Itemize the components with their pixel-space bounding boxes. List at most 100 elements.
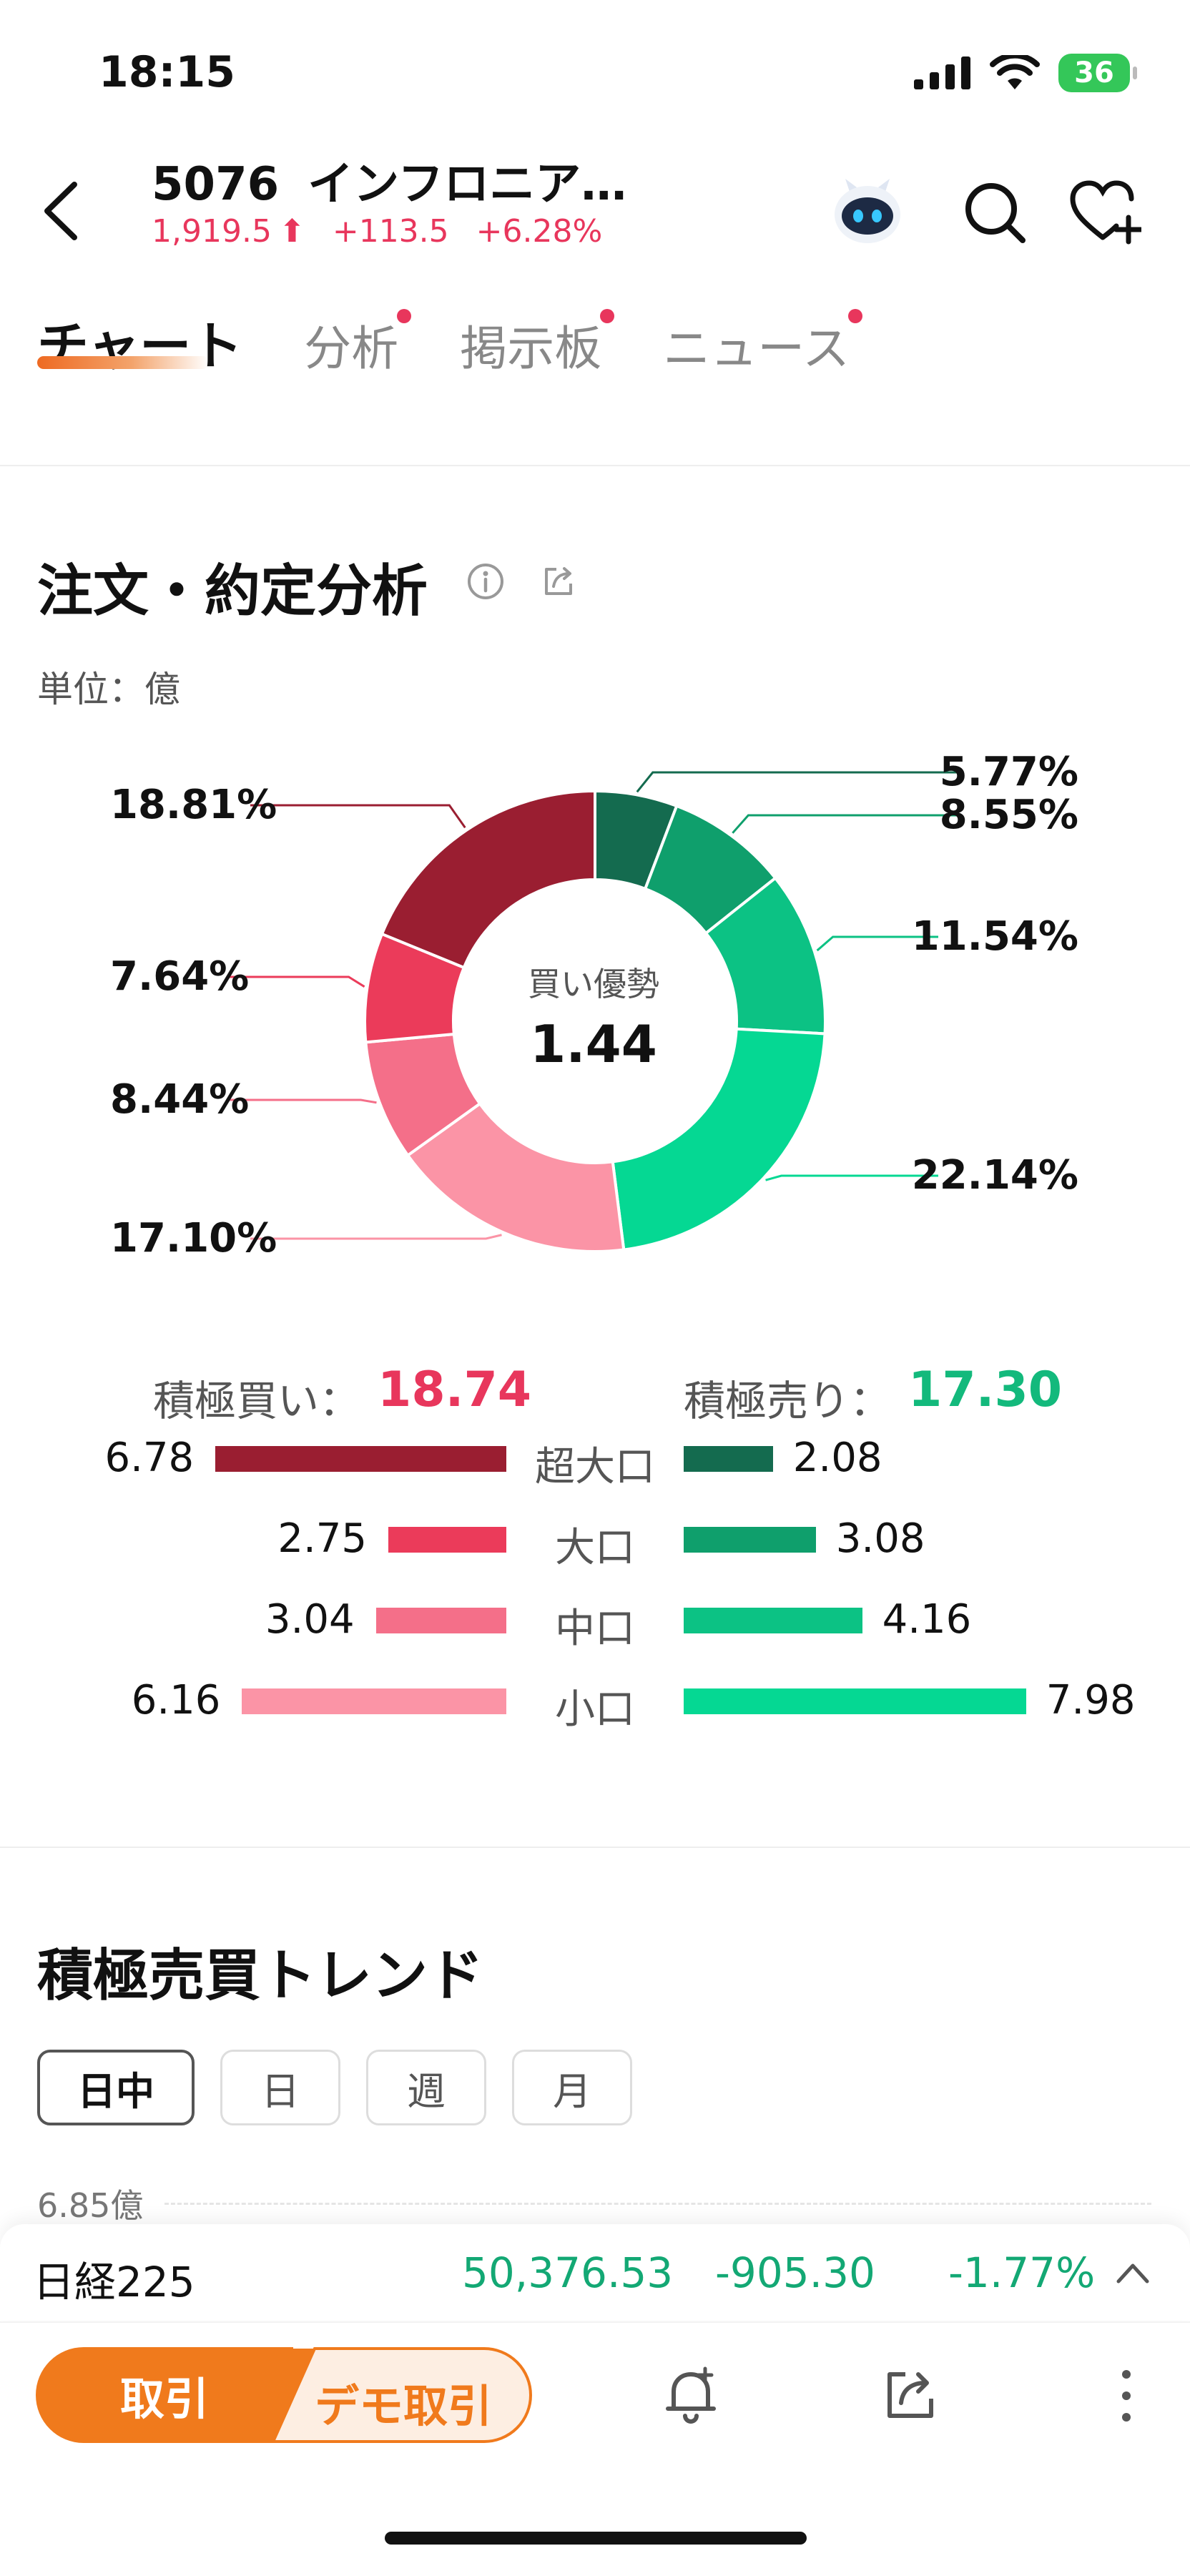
stock-change: +113.5 xyxy=(332,213,449,250)
sell-value-label: 7.98 xyxy=(1046,1677,1136,1724)
donut-slice-label: 17.10% xyxy=(110,1215,277,1262)
donut-center-label: 買い優勢 xyxy=(528,965,659,1003)
index-change: -905.30 xyxy=(715,2248,875,2297)
sell-bar xyxy=(684,1608,862,1633)
up-arrow-icon: ⬆ xyxy=(278,213,305,250)
donut-slice-label: 7.64% xyxy=(110,953,249,1000)
buy-value-label: 6.78 xyxy=(104,1435,195,1481)
segment-intraday[interactable]: 日中 xyxy=(37,2050,195,2125)
segment-weekly[interactable]: 週 xyxy=(366,2050,486,2125)
buy-value-label: 3.04 xyxy=(265,1596,355,1643)
stock-code: 5076 xyxy=(152,158,280,211)
active-tab-indicator xyxy=(37,356,209,369)
donut-slice-label: 5.77% xyxy=(940,749,1078,795)
unit-label: 単位：億 xyxy=(37,669,180,710)
signal-icon xyxy=(914,56,970,89)
size-category-label: 超大口 xyxy=(535,1444,655,1490)
gridline xyxy=(164,2203,1151,2205)
buy-value-label: 6.16 xyxy=(131,1677,221,1724)
price-line: 1,919.5 ⬆ +113.5 +6.28% xyxy=(152,213,619,250)
buy-total-label: 積極買い： xyxy=(153,1377,361,1425)
donut-slice xyxy=(611,1027,827,1252)
donut-slice-label: 22.14% xyxy=(912,1152,1078,1199)
divider xyxy=(0,465,1190,466)
tab-news[interactable]: ニュース xyxy=(663,309,862,379)
index-name: 日経225 xyxy=(33,2258,195,2306)
order-size-row: 2.75 大口 3.08 xyxy=(0,1511,1190,1583)
trade-button[interactable]: 取引 xyxy=(36,2347,293,2443)
sell-value-label: 2.08 xyxy=(792,1435,882,1481)
tab-analysis[interactable]: 分析 xyxy=(304,309,412,379)
sell-total-label: 積極売り： xyxy=(684,1377,892,1425)
donut-leader-line xyxy=(229,975,365,988)
donut-slice-label: 8.55% xyxy=(940,792,1078,838)
sell-bar xyxy=(684,1446,773,1472)
donut-leader-line xyxy=(636,771,960,793)
tab-board[interactable]: 掲示板 xyxy=(460,309,615,379)
order-size-row: 6.16 小口 7.98 xyxy=(0,1673,1190,1744)
stock-title: 5076 インフロニア… xyxy=(152,147,626,213)
robot-assistant-icon[interactable] xyxy=(828,172,907,250)
status-icons: 36 xyxy=(914,50,1137,96)
donut-slice-label: 8.44% xyxy=(110,1076,249,1123)
sell-bar xyxy=(684,1688,1026,1714)
order-size-row: 6.78 超大口 2.08 xyxy=(0,1430,1190,1502)
buy-bar xyxy=(215,1446,506,1472)
index-price: 50,376.53 xyxy=(462,2248,674,2297)
alert-bell-icon[interactable] xyxy=(662,2364,719,2424)
buy-value-label: 2.75 xyxy=(277,1515,367,1562)
donut-slice xyxy=(380,789,596,970)
search-icon[interactable] xyxy=(960,177,1028,246)
add-favorite-icon[interactable] xyxy=(1068,177,1141,246)
donut-leader-line xyxy=(732,814,960,834)
donut-leader-line xyxy=(816,935,938,952)
donut-leader-line xyxy=(250,1234,502,1240)
home-indicator xyxy=(385,2532,807,2545)
stock-price: 1,919.5 xyxy=(152,213,272,250)
demo-trade-label: デモ取引 xyxy=(315,2380,493,2432)
stock-name: インフロニア… xyxy=(308,158,627,211)
divider xyxy=(0,1847,1190,1848)
segment-daily[interactable]: 日 xyxy=(220,2050,340,2125)
notification-dot xyxy=(847,309,862,323)
buy-bar xyxy=(375,1608,506,1633)
order-donut-chart: 5.77%8.55% 11.54% 22.14% 17.10% 8.44% 7.64% 18… xyxy=(110,749,1078,1262)
order-size-bar-chart: 6.78 超大口 2.08 2.75 大口 3.08 3.04 中口 4.16 6.16 小口 7.9… xyxy=(0,1430,1190,1759)
segment-monthly[interactable]: 月 xyxy=(512,2050,632,2125)
status-time: 18:15 xyxy=(99,47,235,97)
info-icon[interactable] xyxy=(466,562,505,601)
sell-value-label: 3.08 xyxy=(835,1515,925,1562)
trend-title: 積極売買トレンド xyxy=(37,1944,484,2008)
donut-slice xyxy=(405,1101,626,1253)
section-title: 注文・約定分析 xyxy=(37,559,428,624)
buy-bar xyxy=(388,1527,506,1553)
sell-total-value: 17.30 xyxy=(908,1362,1063,1418)
size-category-label: 小口 xyxy=(555,1686,635,1733)
donut-slice-label: 18.81% xyxy=(110,782,277,828)
index-change-pct: -1.77% xyxy=(948,2248,1096,2297)
buy-total-value: 18.74 xyxy=(378,1362,532,1418)
donut-slice-label: 11.54% xyxy=(912,913,1078,960)
notification-dot xyxy=(397,309,412,323)
donut-leader-line xyxy=(765,1174,938,1181)
trend-axis-top: 6.85億 xyxy=(37,2186,144,2225)
more-vertical-icon[interactable] xyxy=(1116,2367,1137,2424)
share-icon[interactable] xyxy=(541,564,576,599)
demo-trade-button[interactable] xyxy=(272,2347,532,2443)
index-ticker-bar[interactable] xyxy=(0,2224,1190,2320)
wifi-icon xyxy=(990,55,1040,89)
size-category-label: 大口 xyxy=(555,1525,635,1571)
battery-indicator: 36 xyxy=(1058,54,1137,92)
donut-leader-line xyxy=(250,804,466,829)
sell-bar xyxy=(684,1527,816,1553)
order-size-row: 3.04 中口 4.16 xyxy=(0,1592,1190,1663)
chevron-up-icon[interactable] xyxy=(1113,2258,1153,2287)
donut-center-value: 1.44 xyxy=(530,1014,657,1074)
back-arrow-icon[interactable] xyxy=(37,179,87,243)
size-category-label: 中口 xyxy=(555,1606,635,1652)
tab-bar: チャート 分析 掲示板 ニュース xyxy=(37,300,911,379)
sell-value-label: 4.16 xyxy=(882,1596,972,1643)
notification-dot xyxy=(600,309,615,323)
buy-bar xyxy=(242,1688,506,1714)
share-icon[interactable] xyxy=(881,2366,938,2423)
